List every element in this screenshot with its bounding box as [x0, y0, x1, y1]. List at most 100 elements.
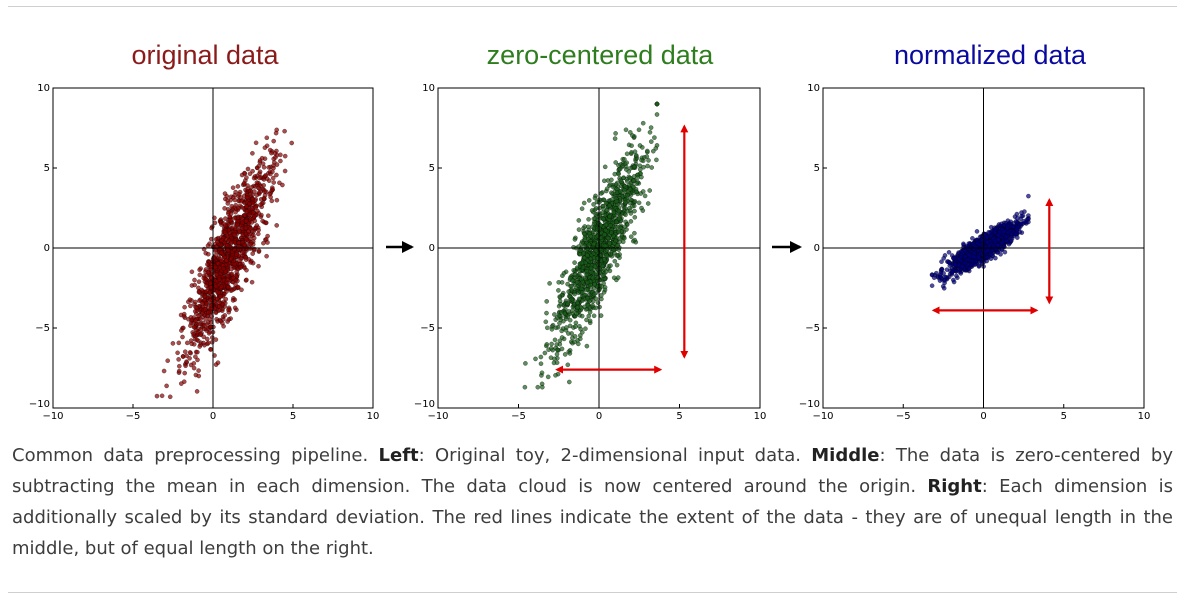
- data-point: [628, 234, 634, 240]
- data-point: [229, 287, 235, 293]
- data-point: [563, 316, 569, 322]
- data-point: [613, 131, 618, 136]
- data-point: [997, 229, 1003, 235]
- data-point: [244, 267, 249, 273]
- data-point: [233, 209, 238, 215]
- data-point: [218, 318, 224, 324]
- data-point: [232, 262, 237, 267]
- caption-left-label: Left: [378, 445, 419, 466]
- data-point: [556, 288, 561, 293]
- data-point: [535, 384, 541, 390]
- data-point: [605, 235, 611, 241]
- y-tick-label: 0: [814, 243, 820, 254]
- data-point: [1013, 231, 1018, 237]
- data-point: [226, 307, 231, 313]
- data-point: [243, 219, 249, 224]
- data-point: [615, 253, 621, 258]
- data-point: [223, 223, 228, 228]
- data-point: [602, 243, 608, 249]
- data-point: [569, 296, 575, 302]
- data-point: [232, 192, 238, 198]
- data-point: [585, 295, 590, 301]
- data-point: [951, 255, 957, 261]
- data-point: [256, 163, 262, 169]
- data-point: [621, 175, 626, 181]
- data-point: [196, 289, 202, 295]
- data-point: [572, 272, 578, 278]
- data-point: [289, 140, 295, 146]
- data-point: [193, 299, 198, 305]
- data-point: [245, 186, 251, 192]
- data-point: [239, 198, 244, 204]
- data-point: [230, 298, 236, 303]
- data-point: [191, 324, 197, 330]
- data-point: [223, 216, 228, 221]
- data-point: [1026, 213, 1031, 218]
- data-point: [566, 289, 572, 294]
- data-point: [648, 125, 654, 130]
- data-point: [585, 253, 590, 258]
- data-point: [224, 243, 230, 248]
- data-point: [218, 284, 224, 290]
- data-point: [232, 305, 238, 311]
- data-point: [249, 184, 255, 190]
- data-point: [182, 349, 188, 355]
- data-point: [274, 152, 280, 158]
- data-point: [544, 299, 550, 304]
- data-point: [192, 277, 197, 283]
- data-point: [203, 277, 209, 282]
- data-point: [593, 211, 599, 217]
- data-point: [613, 160, 619, 165]
- data-point: [564, 325, 569, 330]
- data-point: [210, 270, 215, 276]
- data-point: [242, 212, 248, 218]
- data-point: [547, 281, 552, 286]
- data-point: [623, 199, 629, 205]
- data-point: [1021, 218, 1027, 224]
- data-point: [644, 148, 650, 154]
- data-point: [250, 251, 256, 256]
- data-point: [624, 160, 630, 166]
- bottom-divider: [8, 592, 1177, 593]
- data-point: [271, 165, 276, 171]
- data-point: [593, 248, 599, 253]
- data-point: [193, 354, 198, 360]
- data-point: [197, 272, 203, 278]
- data-point: [193, 318, 198, 324]
- scatter-panel-1: original data −10 10 −5 5 0 0 5 −5 10 −10: [29, 40, 379, 422]
- data-point: [591, 202, 596, 207]
- data-point: [603, 200, 609, 206]
- data-point: [624, 151, 630, 157]
- data-point: [1005, 225, 1010, 231]
- data-point: [976, 255, 981, 260]
- data-point: [196, 321, 202, 327]
- data-point: [962, 254, 968, 260]
- data-point: [581, 251, 586, 256]
- data-point: [640, 120, 646, 126]
- data-point: [627, 130, 633, 135]
- data-point: [215, 239, 220, 245]
- data-point: [257, 169, 263, 175]
- data-point: [1011, 224, 1016, 229]
- data-point: [213, 337, 219, 342]
- data-point: [544, 325, 550, 331]
- data-point: [593, 305, 599, 311]
- data-point: [985, 247, 990, 253]
- data-point: [222, 196, 228, 202]
- data-point: [261, 182, 267, 188]
- data-point: [612, 136, 618, 141]
- data-point: [198, 327, 204, 332]
- data-point: [562, 352, 568, 357]
- data-point: [205, 262, 210, 267]
- data-point: [601, 216, 606, 222]
- data-point: [607, 203, 612, 208]
- data-point: [207, 317, 213, 322]
- x-tick-label: 5: [290, 411, 296, 422]
- data-point: [1015, 215, 1020, 221]
- data-point: [205, 270, 211, 275]
- caption-intro: Common data preprocessing pipeline.: [12, 445, 379, 466]
- y-tick-label: 5: [814, 163, 820, 174]
- data-point: [641, 164, 646, 170]
- data-point: [250, 168, 255, 174]
- data-point: [243, 225, 249, 231]
